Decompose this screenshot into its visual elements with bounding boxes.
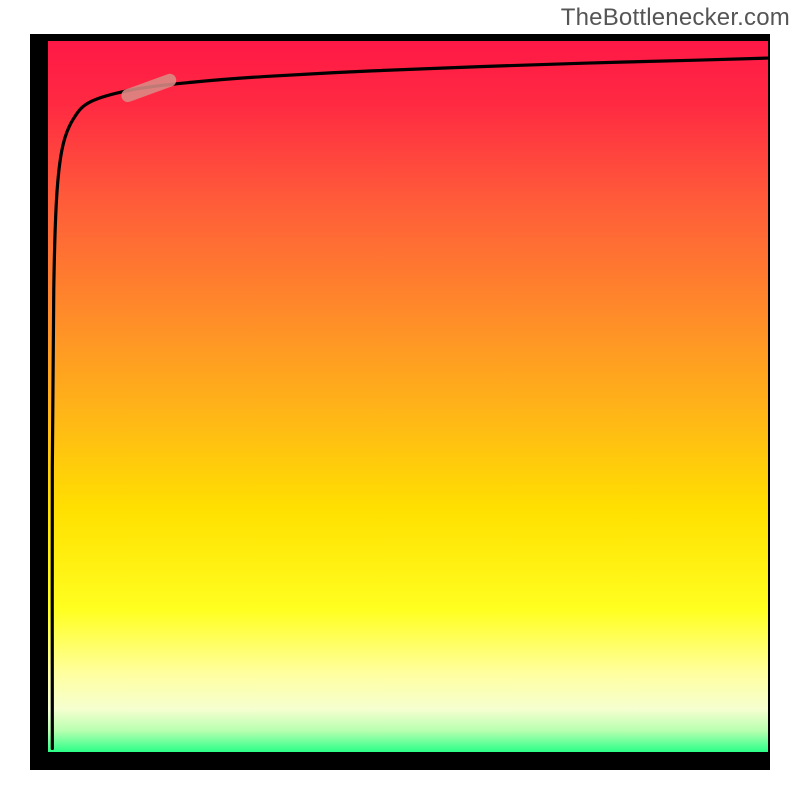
plot-frame [30,34,770,770]
figure-root: TheBottlenecker.com [0,0,800,800]
watermark-text: TheBottlenecker.com [561,4,790,32]
plot-gradient-area [48,41,768,752]
